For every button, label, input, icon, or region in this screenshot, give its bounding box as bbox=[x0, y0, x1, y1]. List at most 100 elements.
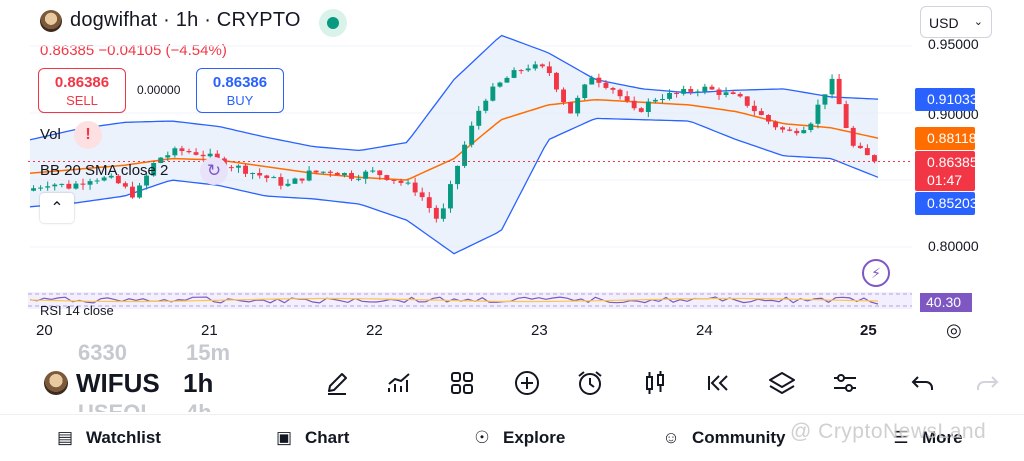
pencil-icon[interactable] bbox=[322, 368, 352, 398]
exclamation-icon[interactable]: ! bbox=[74, 121, 102, 149]
candle-body bbox=[151, 163, 157, 176]
candle-body bbox=[313, 170, 319, 173]
candle-body bbox=[872, 155, 877, 162]
ghost-symbol-below: USEOI bbox=[78, 400, 146, 412]
candle-body bbox=[667, 93, 672, 99]
candle-body bbox=[850, 127, 856, 146]
volume-indicator-label[interactable]: Vol bbox=[40, 126, 61, 143]
bollinger-lower-line bbox=[29, 117, 879, 255]
time-axis[interactable]: 20 21 22 23 24 25 bbox=[0, 318, 1024, 342]
candle-body bbox=[688, 89, 694, 92]
candles-icon[interactable] bbox=[640, 368, 670, 398]
nav-chart-label: Chart bbox=[305, 428, 350, 447]
candle-body bbox=[716, 89, 722, 95]
layout-grid-icon[interactable] bbox=[447, 368, 477, 398]
candle-body bbox=[101, 177, 107, 181]
nav-watchlist-label: Watchlist bbox=[86, 428, 161, 447]
basis-tag: 0.88118 bbox=[915, 127, 977, 150]
candle-body bbox=[285, 183, 291, 186]
nav-watchlist[interactable]: ▤ Watchlist bbox=[54, 428, 161, 448]
candle-body bbox=[624, 96, 630, 101]
rsi-ma-line bbox=[29, 297, 879, 303]
candle-body bbox=[532, 64, 538, 69]
candle-body bbox=[469, 125, 475, 145]
layers-icon[interactable] bbox=[767, 368, 797, 398]
ghost-symbol-above: 6330 bbox=[78, 340, 127, 365]
symbol-picker[interactable]: WIFUS bbox=[76, 368, 160, 398]
candle-body bbox=[342, 173, 347, 176]
candle-body bbox=[511, 70, 517, 78]
undo-icon[interactable] bbox=[908, 368, 938, 398]
candle-body bbox=[483, 100, 489, 111]
bollinger-indicator-label[interactable]: BB 20 SMA close 2 bbox=[40, 162, 169, 179]
candle-body bbox=[843, 104, 849, 128]
candle-body bbox=[857, 145, 863, 149]
candle-body bbox=[130, 186, 135, 198]
candle-body bbox=[568, 102, 573, 114]
candle-body bbox=[787, 129, 793, 131]
candle-body bbox=[723, 92, 729, 95]
candle-body bbox=[334, 172, 340, 176]
candle-body bbox=[193, 152, 199, 155]
candle-body bbox=[186, 151, 192, 153]
candle-body bbox=[766, 115, 771, 122]
alarm-icon[interactable] bbox=[575, 368, 605, 398]
nav-more[interactable]: ☰ More bbox=[890, 428, 962, 448]
collapse-legend-button[interactable]: ⌃ bbox=[40, 193, 74, 223]
interval-picker[interactable]: 1h bbox=[183, 368, 214, 398]
price-chart[interactable] bbox=[0, 0, 1024, 320]
nav-community-label: Community bbox=[692, 428, 786, 447]
symbol-title[interactable]: dogwifhat · 1h · CRYPTO bbox=[70, 9, 301, 31]
candle-body bbox=[278, 177, 284, 186]
candle-body bbox=[80, 183, 86, 185]
lightning-icon[interactable]: ⚡︎ bbox=[862, 259, 890, 287]
candle-body bbox=[179, 148, 185, 151]
price-axis[interactable]: 0.95000 0.90000 0.80000 bbox=[918, 30, 1024, 280]
candle-body bbox=[320, 171, 326, 173]
nav-community[interactable]: ☺ Community bbox=[660, 428, 786, 448]
candle-body bbox=[709, 86, 715, 90]
bar-countdown: 01:47 bbox=[927, 172, 963, 188]
watermark: @ CryptoNewsLand bbox=[790, 420, 987, 443]
candle-body bbox=[596, 77, 602, 83]
redo-icon[interactable] bbox=[972, 368, 1002, 398]
time-tick: 21 bbox=[201, 322, 218, 339]
replay-icon[interactable] bbox=[703, 368, 733, 398]
nav-chart[interactable]: ▣ Chart bbox=[273, 428, 349, 448]
candle-body bbox=[582, 84, 588, 98]
candle-body bbox=[426, 197, 432, 208]
candle-body bbox=[94, 180, 100, 182]
candle-body bbox=[617, 89, 623, 97]
candle-body bbox=[801, 130, 807, 134]
candle-body bbox=[652, 99, 658, 102]
ghost-interval-below: 4h bbox=[186, 400, 212, 412]
time-tick: 24 bbox=[696, 322, 713, 339]
candle-body bbox=[440, 208, 446, 219]
candle-body bbox=[504, 77, 510, 83]
candle-body bbox=[433, 207, 439, 219]
rsi-indicator-label[interactable]: RSI 14 close bbox=[40, 303, 114, 315]
candle-body bbox=[751, 105, 757, 112]
buy-button[interactable]: 0.86386 BUY bbox=[196, 68, 284, 113]
bollinger-basis-line bbox=[29, 98, 879, 181]
candle-body bbox=[561, 89, 566, 103]
candle-body bbox=[815, 104, 821, 124]
last-price-tag: 0.86385 01:47 bbox=[915, 151, 978, 191]
sell-price: 0.86386 bbox=[54, 74, 110, 91]
refresh-icon[interactable]: ↻ bbox=[200, 157, 228, 185]
indicators-icon[interactable] bbox=[384, 368, 414, 398]
bollinger-upper-line bbox=[29, 34, 879, 152]
candle-body bbox=[702, 86, 708, 92]
sell-button[interactable]: 0.86386 SELL bbox=[38, 68, 126, 113]
buy-label: BUY bbox=[226, 93, 254, 108]
nav-explore[interactable]: ☉ Explore bbox=[471, 428, 565, 448]
add-circle-icon[interactable] bbox=[512, 368, 542, 398]
currency-select[interactable]: USD ⌄ bbox=[920, 6, 992, 38]
candle-body bbox=[52, 184, 58, 187]
spread-value: 0.00000 bbox=[137, 83, 181, 97]
candle-body bbox=[207, 153, 213, 157]
chart-toolbar: 6330 15m USEOI 4h WIFUS 1h bbox=[0, 340, 1024, 412]
settings-sliders-icon[interactable] bbox=[830, 368, 860, 398]
chart-settings-icon[interactable]: ◎ bbox=[946, 320, 962, 340]
market-open-icon[interactable] bbox=[319, 9, 347, 37]
